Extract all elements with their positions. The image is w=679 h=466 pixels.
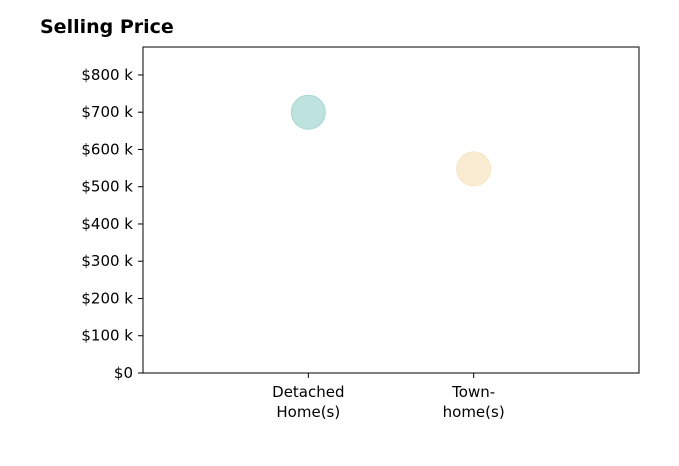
chart-title: Selling Price — [40, 16, 174, 38]
y-tick-label: $600 k — [81, 140, 133, 158]
y-tick-label: $400 k — [81, 215, 133, 233]
y-tick-label: $300 k — [81, 252, 133, 270]
y-axis: $0 $100 k $200 k $300 k $400 k $500 k $600 k $7… — [81, 66, 143, 382]
data-point — [290, 94, 326, 130]
y-tick-label: $200 k — [81, 289, 133, 307]
data-point — [456, 151, 492, 187]
x-axis: Detached Home(s) Town-home(s) — [272, 373, 505, 421]
plot-frame — [142, 46, 640, 374]
x-tick-label: Detached Home(s) — [272, 383, 344, 421]
y-tick-label: $100 k — [81, 327, 133, 345]
data-points — [290, 94, 492, 187]
y-tick-label: $500 k — [81, 178, 133, 196]
x-tick-label: Town-home(s) — [443, 383, 505, 421]
y-tick-label: $700 k — [81, 103, 133, 121]
y-tick-label: $800 k — [81, 66, 133, 84]
y-tick-label: $0 — [114, 364, 133, 382]
